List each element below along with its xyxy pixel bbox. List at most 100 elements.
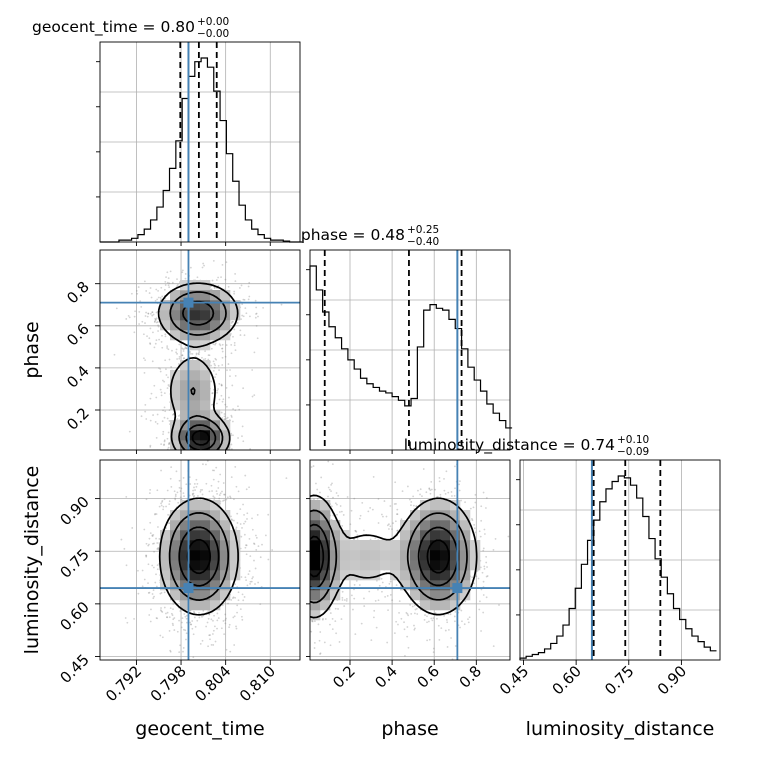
joint-frame (99, 249, 301, 451)
density-cell (220, 300, 231, 311)
sample-point (233, 344, 236, 347)
sample-point (226, 416, 229, 419)
sample-point (298, 545, 300, 547)
density-cell (320, 510, 331, 521)
sample-point (149, 343, 152, 345)
density-cell (230, 540, 241, 551)
density-cell (170, 590, 181, 601)
sample-point (214, 463, 216, 465)
sample-point (316, 497, 319, 500)
sample-point (147, 312, 150, 315)
density-cell (230, 570, 241, 581)
sample-point (246, 512, 249, 515)
sample-point (303, 558, 305, 560)
sample-point (249, 582, 251, 585)
sample-point (149, 444, 152, 447)
sample-point (483, 528, 486, 531)
density-cell (320, 560, 331, 571)
sample-point (177, 501, 180, 504)
sample-point (349, 523, 352, 526)
density-cell (370, 570, 381, 581)
sample-point (416, 613, 419, 615)
sample-point (172, 413, 174, 416)
sample-point (169, 649, 172, 652)
x-tick-label-phase: 0.2 (329, 662, 359, 692)
density-cell (410, 530, 421, 541)
sample-point (164, 284, 167, 286)
sample-point (141, 320, 144, 323)
sample-point (308, 579, 310, 581)
sample-point (370, 639, 373, 642)
sample-point (421, 495, 423, 497)
sample-point (181, 617, 184, 620)
sample-point (234, 374, 237, 377)
sample-point (305, 571, 307, 573)
sample-point (214, 458, 216, 460)
sample-point (213, 363, 216, 365)
sample-point (275, 615, 277, 617)
sample-point (276, 648, 278, 650)
sample-point (224, 278, 227, 281)
sample-point (282, 565, 284, 567)
sample-point (243, 334, 246, 337)
sample-point (290, 533, 292, 535)
sample-point (217, 464, 219, 466)
sample-point (293, 555, 295, 557)
sample-point (207, 358, 210, 361)
sample-point (479, 566, 482, 569)
sample-point (147, 582, 149, 584)
density-cell (430, 520, 441, 531)
sample-point (289, 571, 291, 573)
y-axis-label-phase: phase (21, 321, 43, 378)
sample-point (240, 615, 243, 618)
sample-point (303, 548, 305, 550)
sample-point (375, 626, 378, 629)
sample-point (178, 458, 180, 460)
sample-point (450, 491, 453, 493)
sample-point (303, 531, 305, 533)
sample-point (446, 621, 449, 624)
sample-point (231, 420, 234, 423)
x-axis-label-phase: phase (381, 718, 438, 740)
sample-point (463, 623, 466, 626)
sample-point (303, 492, 305, 494)
sample-point (144, 403, 147, 406)
sample-point (446, 646, 449, 648)
sample-point (187, 451, 189, 453)
sample-point (176, 630, 179, 633)
sample-point (161, 611, 164, 613)
sample-point (255, 534, 257, 537)
sample-point (215, 279, 218, 281)
sample-point (120, 538, 123, 541)
density-cell (210, 330, 221, 341)
sample-point (237, 599, 240, 602)
sample-point (440, 627, 443, 630)
sample-point (145, 554, 147, 557)
sample-point (214, 342, 217, 345)
sample-point (437, 624, 440, 627)
sample-point (167, 384, 170, 386)
sample-point (211, 469, 214, 472)
sample-point (223, 413, 226, 415)
sample-point (127, 314, 130, 317)
sample-point (142, 357, 145, 360)
sample-point (140, 415, 143, 418)
sample-point (167, 348, 170, 351)
density-cell (190, 440, 201, 450)
sample-point (290, 541, 292, 543)
sample-point (296, 641, 298, 643)
sample-point (210, 643, 213, 646)
sample-point (243, 514, 245, 516)
sample-point (252, 576, 254, 578)
sample-point (256, 337, 259, 340)
sample-point (209, 638, 211, 641)
sample-point (360, 622, 363, 625)
density-cell (410, 520, 421, 531)
density-cell (450, 510, 461, 521)
sample-point (458, 483, 461, 486)
sample-point (246, 518, 248, 520)
sample-point (173, 471, 175, 473)
sample-point (156, 568, 159, 571)
sample-point (241, 435, 243, 438)
sample-point (149, 521, 152, 524)
